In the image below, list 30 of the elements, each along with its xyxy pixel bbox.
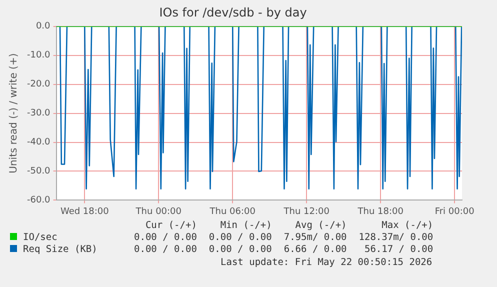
text: Cur (-/+) bbox=[144, 220, 197, 232]
y-tick-label: -40.0 bbox=[26, 138, 51, 148]
y-tick-label: -60.0 bbox=[26, 196, 51, 206]
legend-label: Req Size (KB) bbox=[22, 244, 98, 256]
x-tick-label: Thu 12:00 bbox=[282, 206, 330, 217]
y-tick-label: -30.0 bbox=[26, 108, 51, 119]
legend-label: IO/sec bbox=[22, 232, 58, 244]
text: 128.37m/ 0.00 bbox=[358, 232, 434, 244]
text: 56.17 / 0.00 bbox=[363, 244, 434, 256]
x-tick-label: Wed 18:00 bbox=[60, 206, 110, 217]
x-tick-label: Thu 06:00 bbox=[208, 206, 256, 217]
chart-title: IOs for /dev/sdb - by day bbox=[159, 5, 307, 20]
y-tick-label: -50.0 bbox=[26, 166, 51, 177]
x-tick-label: Fri 00:00 bbox=[434, 206, 475, 217]
y-tick-label: -10.0 bbox=[26, 50, 51, 61]
y-tick-label: -20.0 bbox=[26, 80, 51, 90]
text: 0.00 / 0.00 bbox=[133, 232, 197, 244]
text: Min (-/+) bbox=[219, 220, 272, 232]
text: 0.00 / 0.00 bbox=[208, 244, 272, 256]
text: Avg (-/+) bbox=[294, 220, 347, 232]
y-axis-title: Units read (-) / write (+) bbox=[8, 53, 20, 174]
text: Last update: Fri May 22 00:50:15 2026 bbox=[220, 256, 434, 270]
text: 7.95m/ 0.00 bbox=[282, 232, 347, 244]
y-tick-label: 0.0 bbox=[36, 22, 51, 32]
x-tick-label: Thu 18:00 bbox=[356, 206, 404, 217]
x-tick-label: Thu 00:00 bbox=[134, 206, 182, 217]
text: 0.00 / 0.00 bbox=[208, 232, 272, 244]
text: 0.00 / 0.00 bbox=[133, 244, 197, 256]
text: 6.66 / 0.00 bbox=[282, 244, 347, 256]
text: Max (-/+) bbox=[380, 220, 434, 232]
